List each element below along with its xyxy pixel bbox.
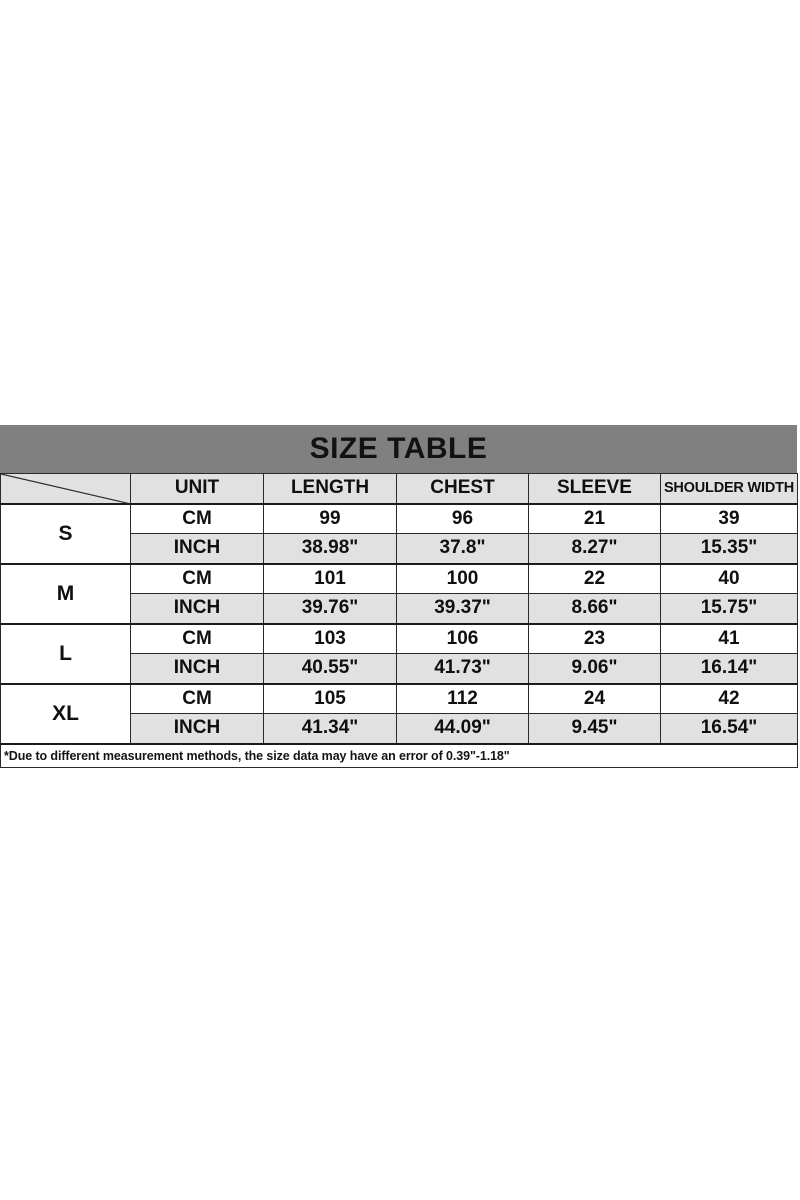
cell-chest-s-inch: 37.8" (396, 533, 529, 565)
cell-sleeve-s-inch: 8.27" (528, 533, 661, 565)
size-table: UNIT LENGTH CHEST SLEEVE SHOULDER WIDTH … (0, 473, 798, 768)
cell-unit-l-inch: INCH (130, 653, 264, 685)
size-table-block: SIZE TABLE UNIT LENGTH CHEST (0, 425, 798, 768)
cell-sleeve-l-inch: 9.06" (528, 653, 661, 685)
cell-unit-l-cm: CM (130, 622, 264, 654)
cell-sleeve-xl-cm: 24 (528, 682, 661, 714)
cell-unit-xl-inch: INCH (130, 713, 264, 745)
cell-shoulder-l-inch: 16.14" (660, 653, 798, 685)
size-label-xl: XL (0, 682, 131, 744)
column-header-length: LENGTH (263, 473, 397, 504)
cell-sleeve-s-cm: 21 (528, 502, 661, 534)
cell-shoulder-m-cm: 40 (660, 562, 798, 594)
size-label-s: S (0, 502, 131, 564)
cell-sleeve-m-cm: 22 (528, 562, 661, 594)
cell-length-xl-inch: 41.34" (263, 713, 397, 745)
cell-chest-l-cm: 106 (396, 622, 529, 654)
diagonal-divider-icon (1, 474, 130, 504)
cell-sleeve-m-inch: 8.66" (528, 593, 661, 625)
cell-shoulder-m-inch: 15.75" (660, 593, 798, 625)
cell-shoulder-xl-cm: 42 (660, 682, 798, 714)
cell-unit-m-inch: INCH (130, 593, 264, 625)
column-header-shoulder-width: SHOULDER WIDTH (660, 473, 798, 504)
cell-shoulder-s-inch: 15.35" (660, 533, 798, 565)
measurement-disclaimer: *Due to different measurement methods, t… (0, 742, 798, 768)
cell-chest-xl-inch: 44.09" (396, 713, 529, 745)
cell-unit-s-cm: CM (130, 502, 264, 534)
cell-length-m-cm: 101 (263, 562, 397, 594)
cell-sleeve-l-cm: 23 (528, 622, 661, 654)
size-label-l: L (0, 622, 131, 684)
cell-chest-m-inch: 39.37" (396, 593, 529, 625)
column-header-chest: CHEST (396, 473, 529, 504)
cell-length-xl-cm: 105 (263, 682, 397, 714)
table-row: INCH 38.98" 37.8" 8.27" 15.35" (1, 533, 798, 565)
cell-length-l-inch: 40.55" (263, 653, 397, 685)
cell-unit-s-inch: INCH (130, 533, 264, 565)
cell-length-l-cm: 103 (263, 622, 397, 654)
table-row: M CM 101 100 22 40 (0, 562, 798, 624)
table-header-row: UNIT LENGTH CHEST SLEEVE SHOULDER WIDTH (0, 473, 798, 504)
cell-shoulder-xl-inch: 16.54" (660, 713, 798, 745)
table-row: INCH 40.55" 41.73" 9.06" 16.14" (1, 653, 798, 685)
table-row: S CM 99 96 21 39 (0, 502, 798, 564)
cell-chest-xl-cm: 112 (396, 682, 529, 714)
cell-length-m-inch: 39.76" (263, 593, 397, 625)
size-label-m: M (0, 562, 131, 624)
cell-unit-m-cm: CM (130, 562, 264, 594)
column-header-sleeve: SLEEVE (528, 473, 661, 504)
corner-cell-diagonal (0, 473, 131, 504)
cell-shoulder-l-cm: 41 (660, 622, 798, 654)
footnote-row: *Due to different measurement methods, t… (0, 742, 798, 768)
cell-chest-m-cm: 100 (396, 562, 529, 594)
page-title: SIZE TABLE (309, 432, 488, 465)
column-header-unit: UNIT (130, 473, 264, 504)
cell-chest-s-cm: 96 (396, 502, 529, 534)
size-table-title-band: SIZE TABLE (0, 425, 797, 473)
cell-chest-l-inch: 41.73" (396, 653, 529, 685)
table-row: L CM 103 106 23 41 (0, 622, 798, 684)
cell-shoulder-s-cm: 39 (660, 502, 798, 534)
cell-length-s-inch: 38.98" (263, 533, 397, 565)
cell-sleeve-xl-inch: 9.45" (528, 713, 661, 745)
table-row: INCH 39.76" 39.37" 8.66" 15.75" (1, 593, 798, 625)
cell-length-s-cm: 99 (263, 502, 397, 534)
table-row: INCH 41.34" 44.09" 9.45" 16.54" (1, 713, 798, 745)
table-row: XL CM 105 112 24 42 (0, 682, 798, 744)
cell-unit-xl-cm: CM (130, 682, 264, 714)
